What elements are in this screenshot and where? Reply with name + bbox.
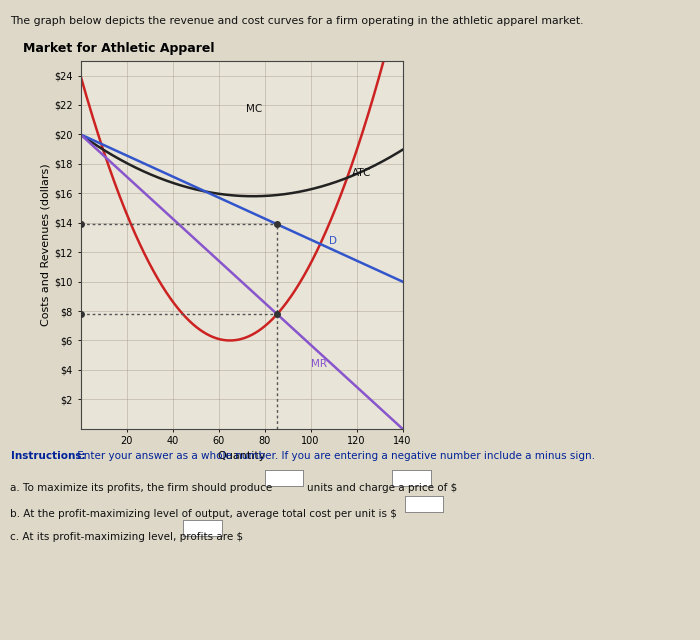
Text: D: D xyxy=(329,236,337,246)
Text: c. At its profit-maximizing level, profits are $: c. At its profit-maximizing level, profi… xyxy=(10,532,244,543)
Text: a. To maximize its profits, the firm should produce: a. To maximize its profits, the firm sho… xyxy=(10,483,273,493)
Text: b. At the profit-maximizing level of output, average total cost per unit is $: b. At the profit-maximizing level of out… xyxy=(10,509,398,519)
Text: Instructions:: Instructions: xyxy=(10,451,85,461)
Text: ATC: ATC xyxy=(352,168,371,178)
Text: MC: MC xyxy=(246,104,262,115)
Text: MR: MR xyxy=(311,359,326,369)
Text: The graph below depicts the revenue and cost curves for a firm operating in the : The graph below depicts the revenue and … xyxy=(10,16,584,26)
Text: units and charge a price of $: units and charge a price of $ xyxy=(307,483,457,493)
Text: Enter your answer as a whole number. If you are entering a negative number inclu: Enter your answer as a whole number. If … xyxy=(74,451,594,461)
X-axis label: Quantity: Quantity xyxy=(217,451,266,461)
Text: Market for Athletic Apparel: Market for Athletic Apparel xyxy=(22,42,214,56)
Y-axis label: Costs and Revenues (dollars): Costs and Revenues (dollars) xyxy=(40,163,50,326)
